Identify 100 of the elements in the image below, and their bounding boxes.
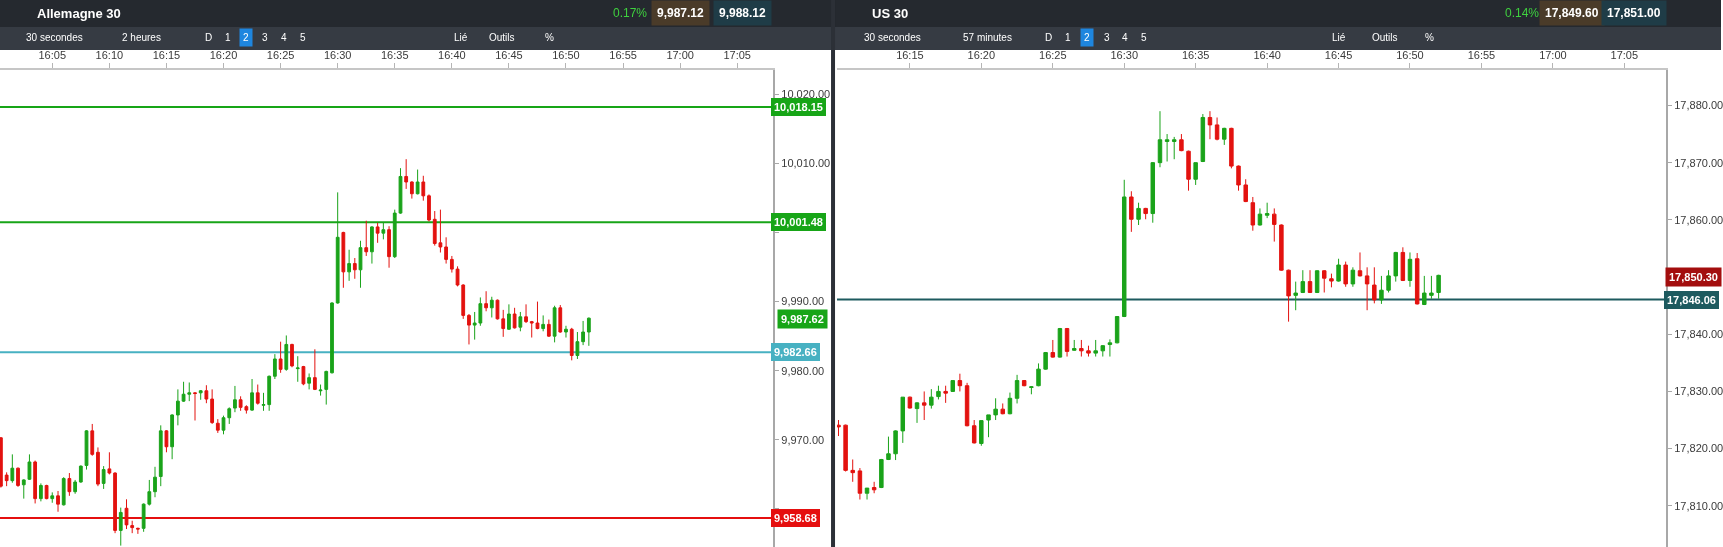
candlestick — [558, 304, 563, 334]
candlestick — [1322, 269, 1327, 293]
text: 17,850.30 — [1669, 271, 1718, 283]
x-tick-label: 16:55 — [1467, 48, 1496, 61]
candlestick — [1357, 251, 1363, 277]
candlestick — [44, 484, 49, 500]
x-tick-label: 17:00 — [1539, 48, 1567, 61]
y-tick-label: 17,860.00 — [1674, 213, 1723, 226]
candlestick — [1121, 179, 1127, 318]
ref-line-label: 17,846.06 — [1667, 294, 1716, 306]
candlestick — [857, 467, 863, 501]
candlestick — [1029, 385, 1034, 395]
candlestick — [10, 453, 15, 484]
y-tick-label: 10,020.00 — [781, 88, 831, 101]
candlestick — [1329, 273, 1334, 288]
candlestick — [272, 353, 277, 380]
text: 17,851.00 — [1607, 6, 1661, 20]
candlestick — [1086, 345, 1091, 358]
candlestick — [101, 465, 106, 490]
candlestick — [1157, 110, 1163, 168]
candlestick — [233, 385, 237, 413]
x-tick-label: 17:05 — [723, 48, 751, 61]
candlestick — [1100, 344, 1106, 358]
candlestick — [1014, 374, 1020, 404]
candlestick — [1436, 274, 1441, 300]
candlestick — [586, 316, 591, 347]
candlestick — [1272, 207, 1277, 243]
candlestick — [541, 314, 546, 332]
y-tick-label: 17,810.00 — [1674, 499, 1723, 512]
candlestick — [135, 527, 140, 535]
candlestick — [370, 225, 374, 265]
candlestick — [50, 491, 55, 504]
text: 30 secondes — [26, 32, 83, 43]
candlestick — [210, 388, 215, 425]
text: 5 — [1141, 32, 1147, 43]
text: 3 — [262, 32, 268, 43]
candlestick — [1243, 178, 1248, 203]
x-tick-label: 16:10 — [95, 48, 124, 61]
candlestick — [1314, 269, 1320, 294]
candlestick — [250, 378, 254, 412]
candlestick — [284, 334, 289, 372]
candlestick — [387, 225, 391, 269]
candlestick — [957, 373, 963, 392]
candlestick — [1336, 258, 1341, 283]
candlestick — [352, 257, 357, 280]
text: % — [1425, 32, 1434, 43]
candlestick — [198, 389, 203, 401]
candlestick — [1179, 133, 1184, 152]
candlestick — [512, 307, 517, 330]
candlestick — [1143, 207, 1148, 220]
text: 2 — [1084, 32, 1090, 43]
candlestick — [837, 419, 841, 437]
candlestick — [986, 414, 991, 438]
candlestick — [564, 325, 568, 339]
candlestick — [507, 303, 511, 331]
candlestick — [1093, 339, 1098, 358]
chart-title: US 30 — [872, 6, 909, 21]
candlestick — [467, 313, 471, 345]
x-tick-label: 16:30 — [1110, 48, 1138, 61]
x-tick-label: 16:20 — [209, 48, 238, 61]
text: 9,988.12 — [719, 6, 767, 20]
candlestick — [90, 423, 95, 457]
x-tick-label: 16:50 — [552, 48, 580, 61]
candlestick — [900, 396, 906, 444]
candlestick — [1407, 251, 1413, 288]
candlestick — [489, 296, 494, 318]
candlestick — [1400, 246, 1406, 282]
candlestick — [864, 487, 870, 501]
text: 0.14% — [1505, 6, 1540, 20]
candlestick — [921, 390, 927, 421]
text: 0.17% — [613, 6, 648, 20]
candlestick — [67, 472, 72, 497]
text: Lié — [1332, 32, 1346, 43]
candlestick — [929, 388, 934, 410]
ref-line-label: 10,018.15 — [774, 101, 823, 113]
candlestick — [1257, 207, 1263, 227]
y-tick-label: 9,970.00 — [781, 433, 825, 446]
candlestick — [1186, 150, 1191, 192]
candlestick — [153, 466, 157, 498]
candlestick — [301, 365, 306, 386]
text: % — [545, 32, 554, 43]
candlestick — [1307, 269, 1313, 294]
candlestick — [1429, 275, 1434, 300]
candlestick — [33, 460, 38, 504]
candlestick — [16, 467, 20, 488]
x-tick-label: 17:05 — [1610, 48, 1639, 61]
text: 5 — [300, 32, 306, 43]
ref-line-label: 9,982.66 — [774, 346, 817, 358]
text: Outils — [489, 32, 515, 43]
candlestick — [575, 331, 580, 360]
x-tick-label: 16:40 — [1253, 48, 1281, 61]
candlestick — [1300, 269, 1306, 294]
candlestick — [164, 429, 169, 453]
candlestick — [1214, 116, 1220, 141]
candlestick — [1000, 402, 1005, 415]
candlestick — [886, 436, 891, 461]
x-tick-label: 16:15 — [896, 48, 924, 61]
y-tick-label: 17,880.00 — [1674, 99, 1723, 112]
candlestick — [971, 419, 977, 444]
candlestick — [914, 401, 920, 424]
